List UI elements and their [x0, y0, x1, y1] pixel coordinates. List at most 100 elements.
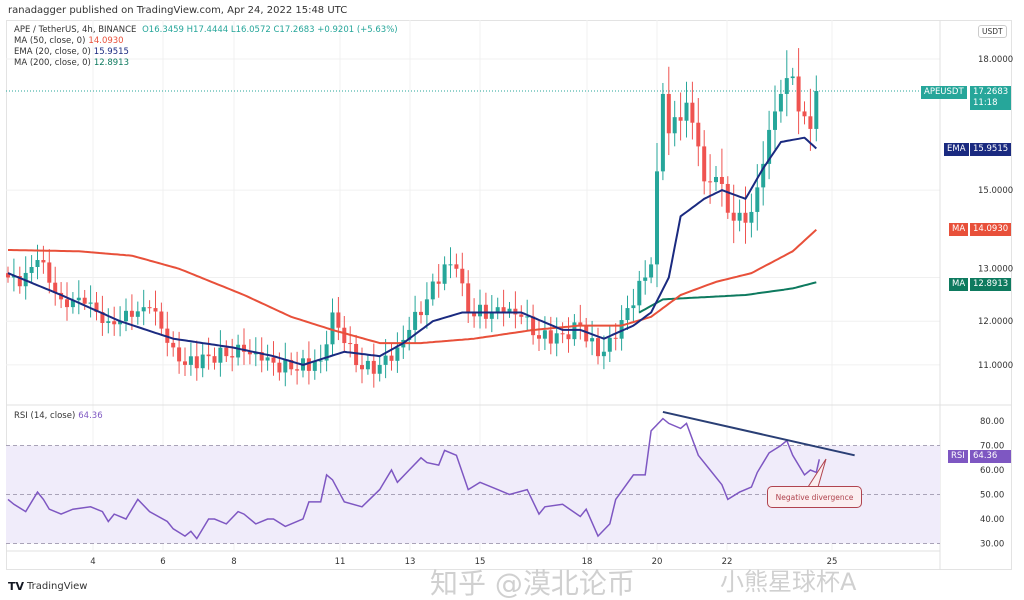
candle — [419, 301, 423, 324]
candle-body — [489, 311, 494, 319]
candle-body — [725, 183, 730, 213]
candle — [737, 199, 742, 232]
candle-body — [590, 338, 595, 342]
candle — [478, 289, 482, 329]
ema20-legend[interactable]: EMA (20, close, 0) 15.9515 — [14, 47, 129, 58]
candle-body — [177, 347, 182, 362]
time-axis-label: 15 — [475, 557, 486, 567]
candle-body — [295, 369, 300, 371]
time-axis-label: 25 — [827, 557, 838, 567]
candle — [112, 306, 117, 336]
last-price: 17.2683 — [973, 87, 1009, 97]
negative-divergence-callout[interactable]: Negative divergence — [767, 486, 862, 508]
ma200-legend[interactable]: MA (200, close, 0) 12.8913 — [14, 58, 129, 69]
candle-body — [702, 146, 707, 182]
candle — [672, 100, 677, 147]
candle-body — [383, 355, 388, 365]
candle-body — [360, 365, 364, 370]
candle-body — [714, 176, 718, 183]
candle-body — [147, 307, 152, 309]
rsi-label: RSI (14, close) — [14, 411, 76, 421]
candle — [790, 67, 795, 85]
candle — [135, 301, 140, 325]
candle — [194, 340, 199, 381]
chart-frame[interactable] — [6, 20, 1012, 570]
candle-body — [672, 117, 677, 134]
candle-body — [666, 93, 671, 134]
candle — [590, 320, 595, 356]
candle — [660, 82, 665, 181]
price-axis-label: 15.0000 — [978, 186, 1013, 196]
price-axis-label: 12.0000 — [978, 317, 1013, 327]
candle-body — [814, 90, 819, 129]
candle-body — [413, 311, 418, 330]
candle-body — [306, 358, 311, 371]
candle-body — [619, 320, 624, 339]
rsi-line — [7, 417, 821, 540]
candle-body — [773, 111, 777, 130]
candle — [566, 317, 571, 353]
candle-body — [106, 321, 111, 323]
candle-body — [501, 307, 506, 313]
watermark-line1: 知乎 @漠北论币 — [430, 567, 635, 600]
rsi-legend[interactable]: RSI (14, close) 64.36 — [14, 411, 103, 422]
candle-body — [790, 76, 795, 79]
candle — [236, 334, 241, 366]
candle — [177, 331, 182, 374]
candle — [65, 282, 69, 321]
candle-body — [100, 312, 105, 323]
candle-body — [430, 281, 435, 300]
candle-body — [737, 212, 742, 221]
rsi-axis-label: 50.00 — [980, 491, 1004, 501]
candle — [808, 88, 813, 151]
candle-body — [371, 360, 376, 374]
ma50-value: 14.0930 — [88, 36, 124, 46]
currency-button[interactable]: USDT — [978, 25, 1007, 38]
candle-body — [194, 356, 199, 369]
candle-body — [259, 352, 264, 361]
ohlc-values: O16.3459 H17.4444 L16.0572 C17.2683 +0.9… — [142, 25, 398, 35]
time-axis-label: 11 — [335, 557, 346, 567]
candle-body — [495, 307, 500, 312]
candle-body — [377, 364, 382, 374]
candle-body — [607, 337, 612, 352]
candle-body — [478, 304, 482, 317]
candle — [755, 164, 760, 231]
candle — [607, 324, 612, 362]
candle-body — [519, 314, 524, 317]
footer-brand[interactable]: TV TradingView — [8, 580, 87, 593]
candle-body — [631, 305, 636, 309]
candle-body — [330, 312, 335, 345]
candle — [513, 291, 518, 329]
candle — [761, 141, 766, 206]
candle-body — [348, 343, 353, 345]
candle-body — [796, 76, 801, 112]
candle-body — [696, 122, 701, 147]
candle — [224, 340, 229, 362]
candle-body — [419, 311, 423, 316]
candle-body — [200, 354, 205, 369]
candle — [377, 355, 382, 382]
candle-body — [525, 316, 530, 318]
candle-body — [767, 129, 772, 164]
candle-body — [596, 338, 600, 357]
candle-body — [76, 297, 81, 301]
candle — [655, 143, 659, 288]
ma50-legend[interactable]: MA (50, close, 0) 14.0930 — [14, 36, 124, 47]
candle — [578, 304, 583, 340]
candle — [76, 280, 81, 315]
candle-body — [778, 93, 783, 112]
ma200-value-tag: 12.8913 — [970, 278, 1011, 291]
ema-value-tag: 15.9515 — [970, 143, 1011, 156]
candle — [200, 343, 205, 378]
candle — [649, 257, 654, 284]
candle — [631, 288, 636, 322]
candle-body — [70, 300, 75, 308]
candle — [454, 253, 459, 278]
candle-body — [808, 116, 813, 129]
candle — [23, 256, 28, 300]
candle-body — [442, 264, 447, 284]
ma50-name-tag: MA — [949, 223, 969, 236]
candle — [100, 295, 105, 336]
